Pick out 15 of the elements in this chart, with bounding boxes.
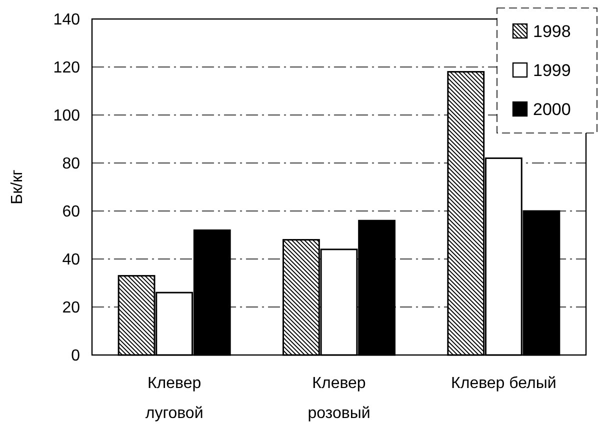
- legend-label: 1998: [533, 22, 571, 41]
- legend-label: 1999: [533, 60, 571, 80]
- y-tick-label: 40: [62, 252, 80, 269]
- legend-label: 2000: [533, 100, 571, 119]
- x-tick-label: Клевер белый: [451, 375, 556, 392]
- y-tick-label: 80: [62, 156, 80, 173]
- y-tick-label: 120: [53, 60, 80, 77]
- y-tick-label: 60: [62, 204, 80, 221]
- y-tick-label: 140: [53, 12, 80, 29]
- y-tick-label: 20: [62, 300, 80, 317]
- x-tick-label: Клевер луговой: [145, 375, 204, 422]
- x-tick-label: Клевер розовый: [308, 375, 370, 422]
- y-tick-label: 0: [71, 348, 80, 365]
- y-tick-label: 100: [53, 108, 80, 125]
- y-axis-title: Бк/кг: [9, 169, 26, 204]
